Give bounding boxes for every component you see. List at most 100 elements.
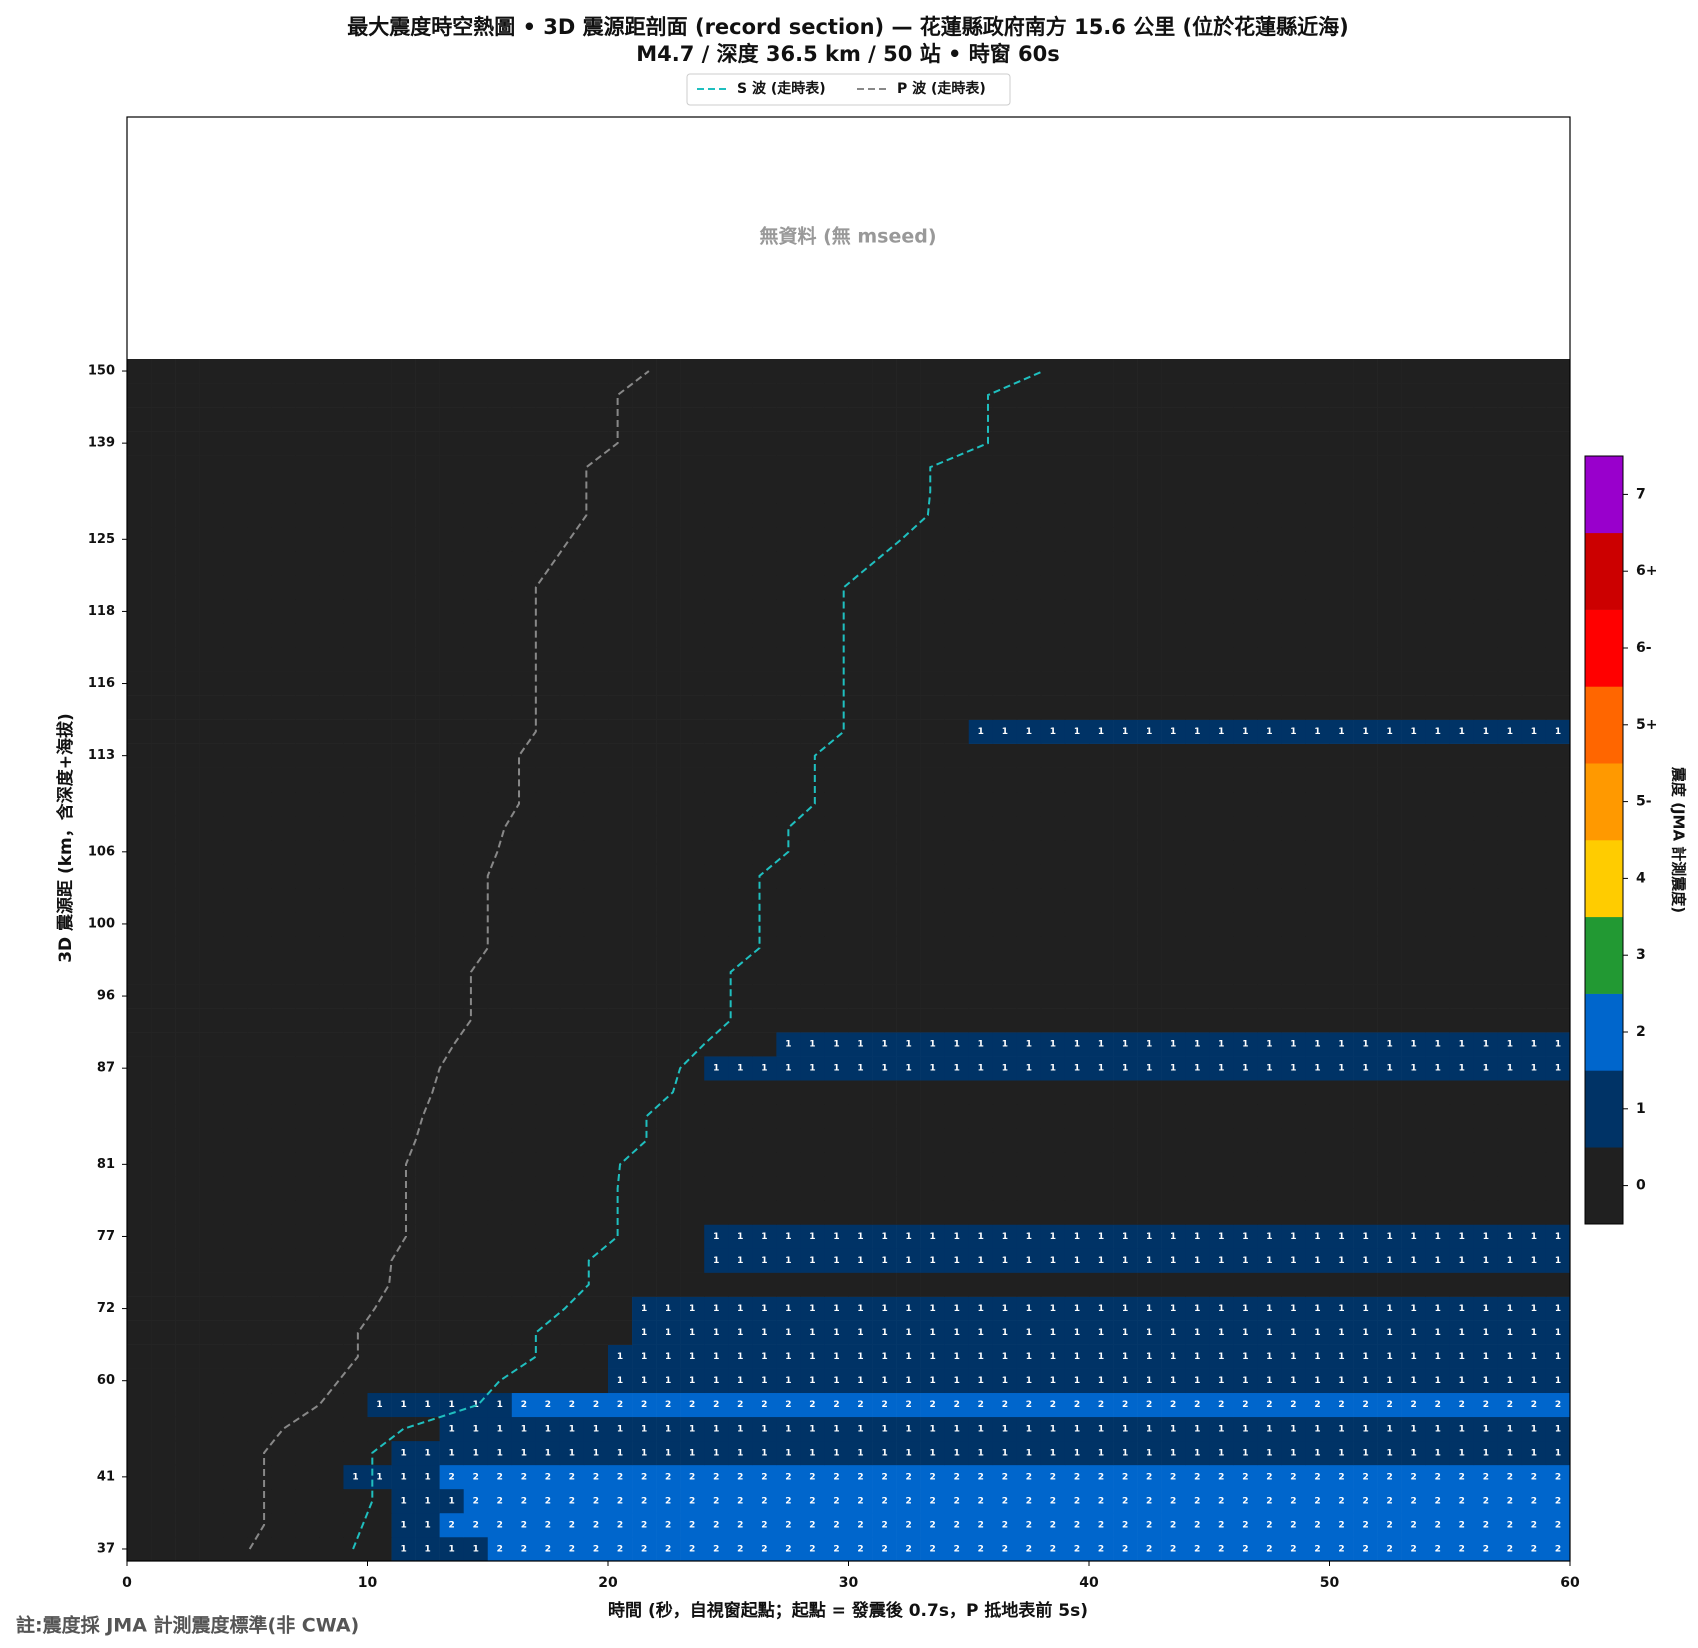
heat-cell	[1401, 887, 1426, 913]
heat-cell	[415, 743, 440, 768]
heat-cell	[223, 623, 248, 648]
heat-cell	[175, 767, 200, 793]
heat-cell	[968, 359, 994, 384]
heat-cell	[1185, 1176, 1210, 1201]
heat-cell	[1401, 527, 1426, 552]
heat-cell	[1401, 1416, 1426, 1442]
heat-cell	[1040, 1272, 1066, 1297]
heat-cell	[247, 1224, 272, 1249]
heat-cell	[896, 407, 921, 432]
cell-label: 1	[1411, 1064, 1417, 1074]
cell-label: 1	[1194, 1424, 1200, 1434]
heat-cell	[151, 839, 176, 865]
heat-cell	[1521, 1488, 1547, 1514]
heat-cell	[1449, 743, 1475, 768]
heat-cell	[920, 984, 945, 1009]
heat-cell	[223, 455, 248, 480]
heat-cell	[559, 359, 585, 384]
heat-cell	[535, 1464, 561, 1490]
heat-cell	[1040, 791, 1066, 817]
heat-cell	[848, 551, 873, 576]
heat-cell	[583, 1224, 609, 1249]
heat-cell	[343, 407, 368, 432]
heat-cell	[824, 623, 849, 648]
heat-cell	[1449, 1152, 1475, 1177]
heat-cell	[992, 599, 1018, 624]
heat-cell	[1377, 455, 1402, 480]
cell-label: 1	[1531, 727, 1537, 737]
heat-cell	[199, 1152, 224, 1177]
heat-cell	[944, 1320, 970, 1345]
heat-cell	[1521, 527, 1547, 552]
heat-cell	[1305, 767, 1330, 793]
heat-cell	[175, 1536, 200, 1562]
heat-cell	[872, 767, 897, 793]
heat-cell	[319, 623, 344, 648]
cell-label: 1	[905, 1352, 911, 1362]
heat-cell	[920, 1440, 945, 1466]
cell-label: 1	[833, 1376, 839, 1386]
heat-cell	[463, 1464, 489, 1490]
heat-cell	[824, 1104, 849, 1129]
heat-cell	[223, 383, 248, 408]
heat-cell	[1377, 1104, 1402, 1129]
heat-cell	[1425, 407, 1451, 432]
heat-cell	[752, 359, 777, 384]
heat-cell	[848, 863, 873, 889]
heat-cell	[1257, 1440, 1282, 1466]
cell-label: 1	[1074, 1232, 1080, 1242]
heat-cell	[1113, 383, 1138, 408]
heat-cell	[896, 935, 921, 961]
heat-cell	[1161, 383, 1186, 408]
heat-cell	[1449, 647, 1475, 672]
heat-cell	[343, 623, 368, 648]
heat-cell	[872, 1368, 897, 1394]
cell-label: 1	[1194, 1448, 1200, 1458]
cell-label: 1	[1435, 1424, 1441, 1434]
heat-cell	[1545, 791, 1571, 817]
heat-cell	[680, 527, 705, 552]
heat-cell	[367, 1512, 392, 1538]
heat-cell	[319, 1104, 344, 1129]
cell-label: 1	[1507, 1376, 1513, 1386]
heat-cell	[1545, 575, 1571, 600]
heat-cell	[247, 1032, 272, 1057]
cell-label: 1	[1242, 727, 1248, 737]
heat-cell	[1545, 1032, 1571, 1057]
heat-cell	[1401, 575, 1426, 600]
cell-label: 1	[1074, 1448, 1080, 1458]
cell-label: 1	[1507, 1424, 1513, 1434]
cell-label: 2	[1411, 1472, 1417, 1482]
heat-cell	[1209, 791, 1234, 817]
heat-cell	[1329, 911, 1354, 937]
heat-cell	[728, 1488, 753, 1514]
cell-label: 1	[809, 1328, 815, 1338]
heat-cell	[1305, 1176, 1330, 1201]
heat-cell	[752, 479, 777, 504]
heat-cell	[1064, 1224, 1090, 1249]
cell-label: 2	[617, 1496, 623, 1506]
heat-cell	[824, 1416, 849, 1442]
heat-cell	[535, 431, 561, 456]
heat-cell	[944, 1440, 970, 1466]
cell-label: 2	[617, 1400, 623, 1410]
cell-label: 1	[1002, 1352, 1008, 1362]
heat-cell	[1064, 479, 1090, 504]
heat-cell	[1473, 1224, 1499, 1249]
heat-cell	[800, 1080, 825, 1105]
travel-time-line	[352, 370, 1044, 1550]
heat-cell	[1377, 671, 1402, 696]
heat-cell	[680, 1008, 705, 1033]
heat-cell	[343, 791, 368, 817]
heat-cell	[752, 1008, 777, 1033]
heat-cell	[1545, 1008, 1571, 1033]
heat-cell	[1113, 1440, 1138, 1466]
heat-cell	[391, 623, 416, 648]
heat-cell	[1016, 791, 1042, 817]
heat-cell	[968, 960, 994, 985]
heat-cell	[992, 1008, 1018, 1033]
heat-cell	[1473, 1128, 1499, 1153]
heat-cell	[800, 1008, 825, 1033]
heat-cell	[608, 455, 633, 480]
